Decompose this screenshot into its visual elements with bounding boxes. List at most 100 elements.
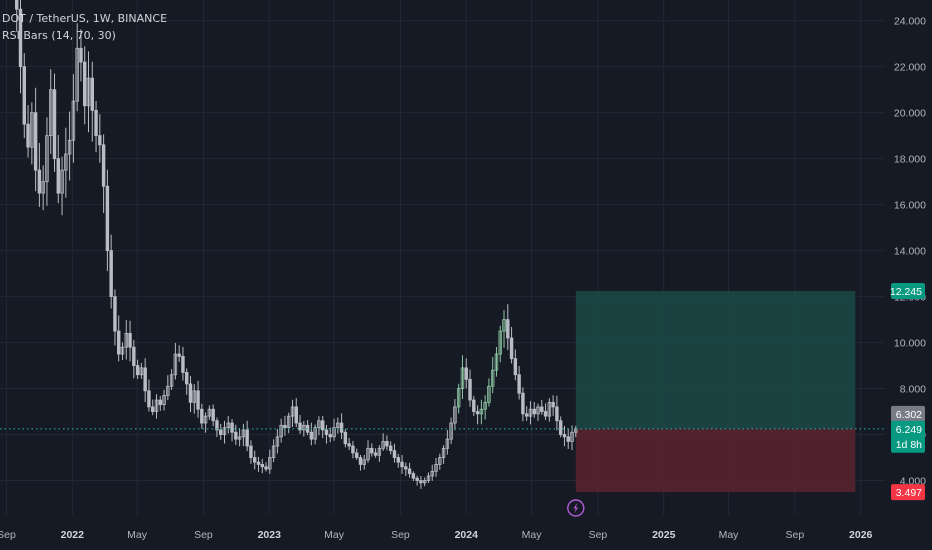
time-tick-label: 2022	[61, 529, 85, 541]
candle	[33, 87, 38, 192]
candle	[396, 453, 400, 468]
candle	[483, 395, 487, 420]
candle	[521, 387, 525, 422]
candle	[71, 74, 76, 163]
time-tick-label: May	[522, 529, 543, 541]
loss-zone[interactable]	[575, 428, 856, 493]
candle	[339, 413, 344, 440]
candle	[430, 464, 434, 481]
prev-close-tag: 6.302	[891, 405, 925, 422]
price-tick-label: 18.000	[894, 154, 926, 166]
candle	[192, 384, 196, 414]
candle	[574, 425, 578, 438]
candle	[555, 395, 559, 431]
candle	[109, 234, 113, 309]
candle	[415, 475, 419, 486]
candle	[373, 448, 378, 458]
candle	[30, 102, 34, 165]
stop-price-tag: 3.497	[891, 484, 925, 501]
candle	[370, 443, 374, 457]
candle	[252, 450, 257, 470]
bar-countdown: 1d 8h	[896, 439, 922, 451]
candle	[472, 395, 476, 416]
candle	[26, 105, 30, 158]
candle	[188, 375, 193, 413]
event-marker[interactable]	[567, 499, 585, 517]
time-tick-label: Sep	[589, 529, 608, 541]
candle	[158, 396, 162, 411]
svg-text:6.302: 6.302	[896, 409, 922, 421]
candle	[37, 142, 42, 207]
time-tick-label: Sep	[0, 529, 16, 541]
candle	[547, 398, 552, 422]
candle	[279, 418, 283, 443]
candle	[124, 320, 128, 360]
candle	[147, 379, 151, 412]
candle	[75, 23, 79, 112]
candle	[268, 449, 272, 474]
candle	[113, 289, 117, 346]
candle	[532, 401, 536, 418]
position-tool[interactable]	[575, 290, 856, 493]
candle	[237, 427, 242, 447]
candle	[404, 462, 408, 476]
candle	[22, 53, 27, 139]
time-tick-label: 2024	[455, 529, 479, 541]
candle	[407, 462, 412, 478]
candle	[536, 403, 540, 421]
candle	[290, 399, 295, 428]
candle	[502, 310, 506, 348]
candle	[18, 0, 23, 94]
candle	[271, 439, 276, 463]
candle	[173, 342, 178, 380]
candle	[468, 369, 472, 407]
candle	[438, 453, 442, 470]
symbol-title[interactable]: DOT / TetherUS, 1W, BINANCE	[2, 12, 168, 25]
price-tick-label: 8.000	[900, 384, 926, 396]
svg-text:12.245: 12.245	[890, 286, 922, 298]
candle	[388, 441, 393, 455]
candle	[177, 345, 181, 362]
candle	[128, 320, 132, 362]
candle	[551, 395, 555, 416]
candle	[302, 420, 306, 437]
candle	[286, 412, 291, 434]
candle	[445, 430, 450, 455]
price-tick-label: 10.000	[894, 338, 926, 350]
candle	[309, 422, 314, 446]
candle	[200, 403, 204, 429]
time-axis[interactable]: Sep 2022 May Sep 2023 May Sep 2024 May Sep 2025 May…	[0, 529, 873, 541]
candle	[419, 475, 423, 489]
axis-tags: 12.245 6.302 6.249 1d 8h 3.497	[890, 282, 925, 501]
candle	[332, 418, 336, 441]
candle	[506, 304, 510, 350]
time-tick-label: Sep	[391, 529, 410, 541]
candle	[135, 359, 140, 380]
candle	[540, 399, 544, 415]
candle	[245, 420, 249, 452]
candle	[517, 366, 521, 400]
candle	[150, 399, 155, 416]
candle	[283, 415, 287, 436]
candle	[294, 398, 298, 428]
time-tick-label: May	[719, 529, 740, 541]
candle	[422, 477, 427, 487]
candle	[184, 368, 189, 395]
candle	[528, 401, 533, 425]
candle	[509, 326, 514, 364]
candle	[215, 417, 219, 438]
lightning-icon[interactable]	[567, 499, 585, 517]
profit-zone[interactable]	[575, 290, 856, 429]
price-tick-label: 16.000	[894, 200, 926, 212]
time-tick-label: May	[127, 529, 148, 541]
indicator-legend[interactable]: RSI Bars (14, 70, 30)	[2, 29, 116, 42]
last-price-tag: 6.249 1d 8h	[891, 420, 925, 453]
price-tick-label: 14.000	[894, 246, 926, 258]
candle	[83, 46, 87, 125]
candle	[336, 417, 340, 434]
candle	[90, 61, 94, 142]
candle	[464, 358, 468, 389]
candle	[362, 454, 366, 470]
